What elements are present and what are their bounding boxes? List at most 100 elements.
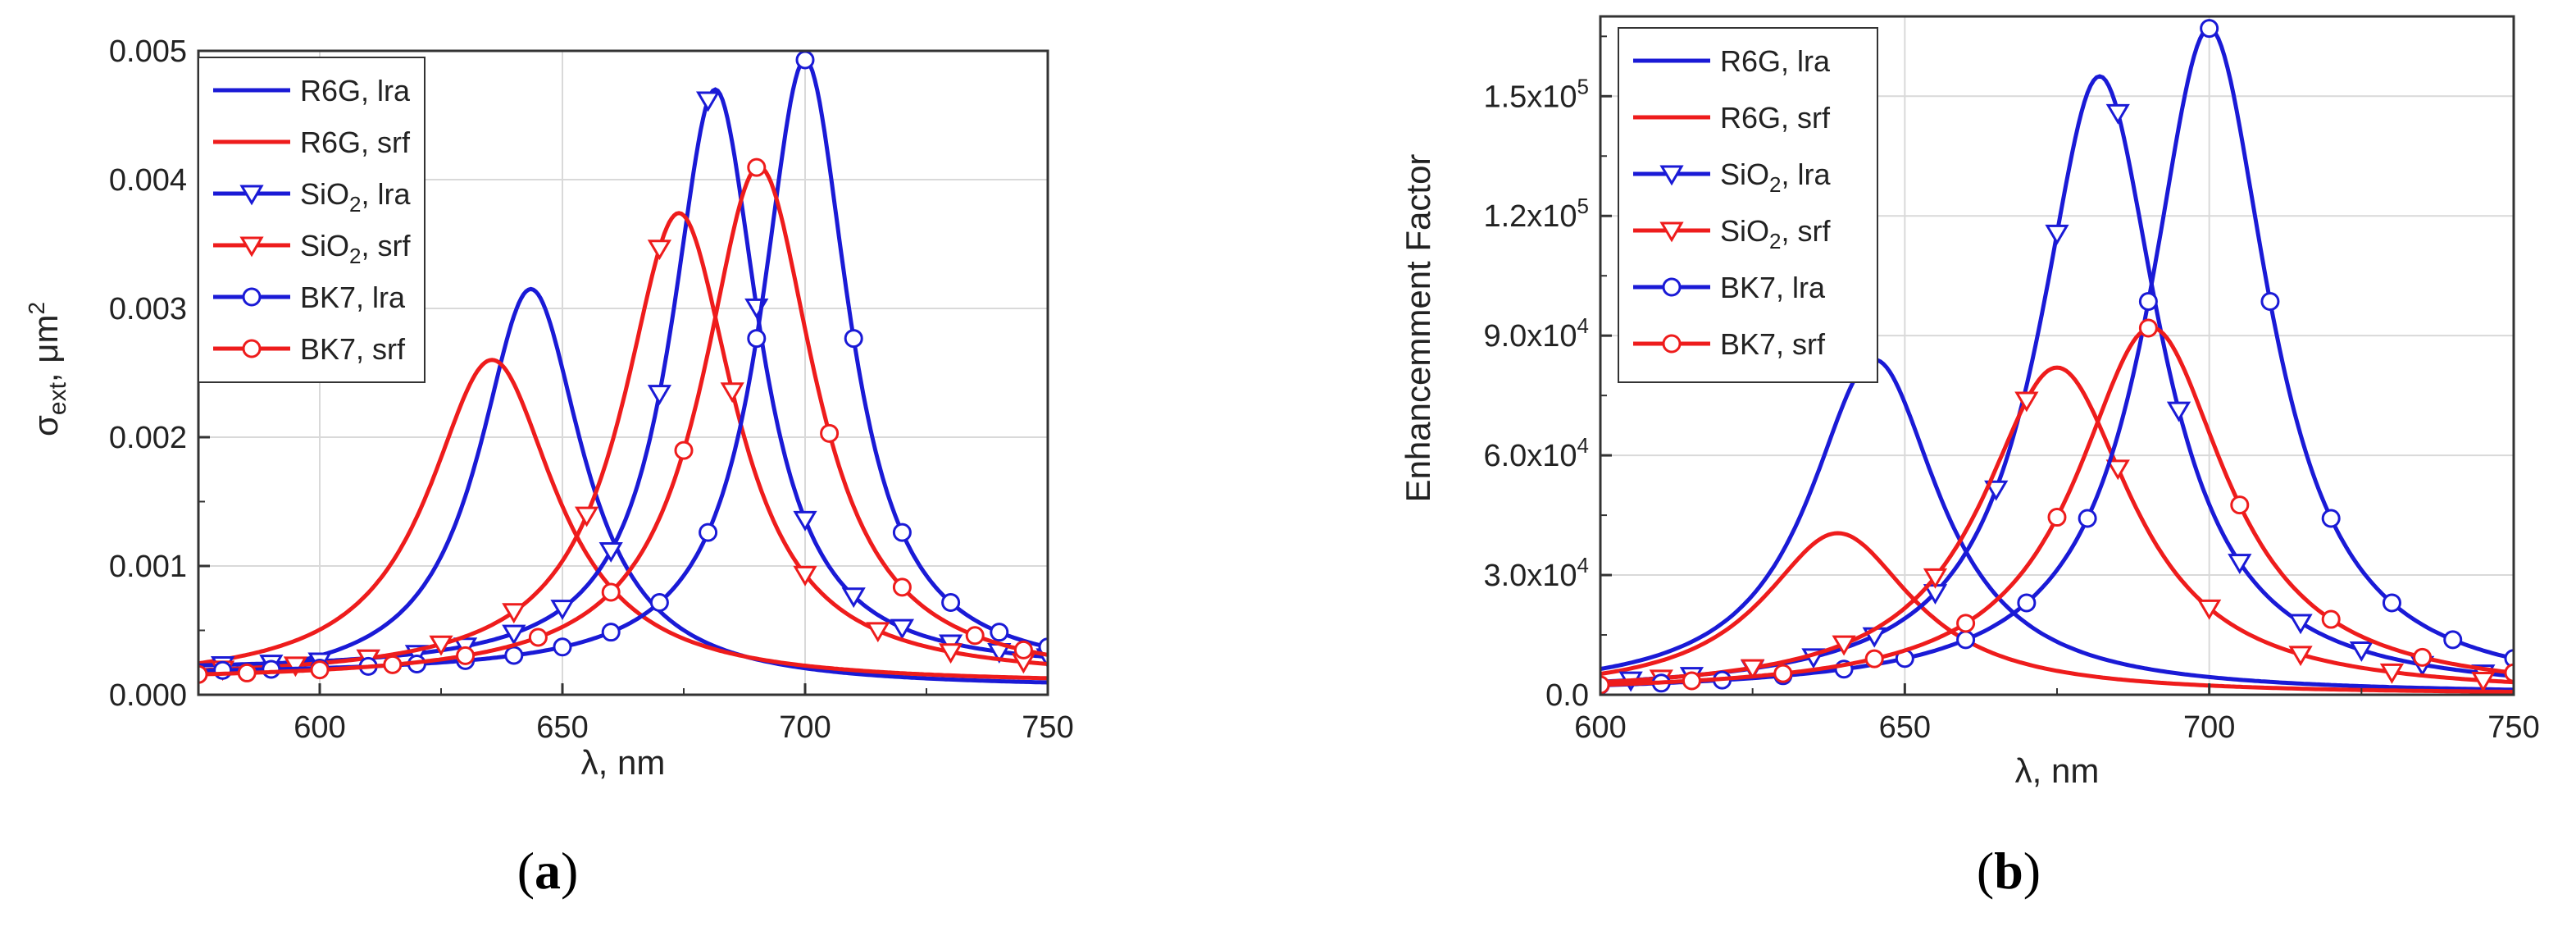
data-point-circle bbox=[2443, 630, 2463, 650]
x-axis-title: λ, nm bbox=[2015, 751, 2100, 790]
data-point-circle bbox=[456, 646, 476, 665]
legend-marker-circle bbox=[1662, 277, 1682, 297]
y-tick-label: 1.5x105 bbox=[1483, 74, 1589, 114]
legend-label: R6G, srf bbox=[1720, 101, 1831, 135]
data-point-circle bbox=[2200, 19, 2219, 39]
data-point-circle bbox=[2138, 292, 2158, 312]
legend-marker-circle bbox=[242, 287, 262, 307]
y-tick-label: 3.0x104 bbox=[1483, 553, 1589, 593]
data-point-circle bbox=[1682, 671, 1701, 691]
data-point-circle bbox=[2078, 509, 2097, 528]
data-point-triangle bbox=[2471, 671, 2496, 692]
data-point-circle bbox=[213, 660, 233, 680]
legend-label: R6G, srf bbox=[300, 126, 411, 159]
data-point-circle bbox=[2017, 593, 2037, 613]
data-point-circle bbox=[2382, 593, 2401, 613]
series-line-r6g-lra bbox=[198, 286, 1048, 685]
legend-label: BK7, srf bbox=[1720, 327, 1826, 361]
y-tick-label: 0.001 bbox=[109, 550, 187, 584]
legend-label: SiO2, srf bbox=[1720, 214, 1831, 253]
legend: R6G, lra R6G, srf SiO2, lra SiO2, srf BK7, l… bbox=[198, 57, 426, 383]
data-point-triangle bbox=[2105, 459, 2130, 481]
x-tick-label: 600 bbox=[294, 710, 345, 745]
data-point-circle bbox=[1956, 630, 1976, 650]
data-point-circle bbox=[2047, 508, 2067, 527]
data-point-circle bbox=[1013, 640, 1033, 659]
data-point-triangle bbox=[647, 385, 672, 406]
y-tick-label: 0.0 bbox=[1545, 678, 1589, 713]
x-axis-title: λ, nm bbox=[581, 743, 666, 782]
data-point-circle bbox=[649, 593, 669, 613]
legend-marker-triangle bbox=[1659, 221, 1684, 243]
data-point-circle bbox=[674, 440, 694, 460]
legend-label: SiO2, lra bbox=[300, 177, 411, 217]
x-tick-label: 700 bbox=[2183, 710, 2235, 745]
legend-label: BK7, lra bbox=[300, 281, 406, 314]
x-tick-label: 650 bbox=[536, 710, 588, 745]
data-point-triangle bbox=[2349, 641, 2373, 662]
series-line-r6g-srf bbox=[198, 358, 1048, 681]
series-line-sio2-srf bbox=[198, 211, 1048, 673]
legend-marker-triangle bbox=[239, 185, 264, 206]
data-point-circle bbox=[1038, 637, 1048, 657]
data-point-triangle bbox=[938, 643, 963, 664]
x-tick-label: 750 bbox=[2487, 710, 2539, 745]
data-point-triangle bbox=[866, 622, 890, 643]
data-point-circle bbox=[528, 628, 548, 647]
data-point-circle bbox=[795, 51, 815, 70]
data-point-triangle bbox=[647, 240, 672, 261]
y-tick-label: 0.003 bbox=[109, 292, 187, 326]
data-point-circle bbox=[990, 623, 1009, 642]
data-point-circle bbox=[2230, 495, 2250, 515]
y-tick-label: 9.0x104 bbox=[1483, 313, 1589, 354]
data-point-triangle bbox=[1984, 480, 2009, 501]
data-point-circle bbox=[2138, 318, 2158, 338]
panel-b-chart: 600 650 700 750 0.0 3.0x104 6.0x104 9.0x104 1.2x… bbox=[1399, 15, 2540, 900]
data-point-triangle bbox=[550, 600, 575, 620]
data-point-triangle bbox=[2014, 391, 2039, 413]
panel-label: (b) bbox=[1977, 842, 2041, 900]
y-tick-label: 0.005 bbox=[109, 34, 187, 69]
data-point-triangle bbox=[2288, 646, 2313, 667]
panel-label: (a) bbox=[517, 842, 579, 900]
data-point-circle bbox=[844, 329, 863, 349]
data-point-circle bbox=[198, 664, 208, 684]
data-point-circle bbox=[601, 582, 621, 602]
y-tick-label: 0.000 bbox=[109, 678, 187, 713]
data-point-circle bbox=[2321, 609, 2341, 629]
legend-label: R6G, lra bbox=[1720, 44, 1831, 78]
data-point-triangle bbox=[574, 506, 599, 527]
y-tick-label: 6.0x104 bbox=[1483, 433, 1589, 473]
data-point-triangle bbox=[2166, 401, 2191, 422]
data-point-triangle bbox=[598, 542, 623, 563]
y-axis-title: Enhancemment Factor bbox=[1399, 154, 1437, 503]
data-point-circle bbox=[504, 646, 524, 665]
data-point-circle bbox=[965, 626, 985, 646]
data-point-circle bbox=[601, 623, 621, 642]
plot-area bbox=[198, 51, 1048, 685]
legend-marker-circle bbox=[242, 339, 262, 358]
legend-marker-circle bbox=[1662, 334, 1682, 354]
data-point-circle bbox=[747, 157, 767, 177]
data-point-circle bbox=[1956, 614, 1976, 633]
y-axis-title: σext, μm2 bbox=[24, 302, 71, 436]
legend-label: R6G, lra bbox=[300, 74, 411, 107]
data-point-triangle bbox=[2379, 663, 2405, 684]
legend-label: SiO2, srf bbox=[300, 229, 411, 268]
y-tick-label: 0.002 bbox=[109, 421, 187, 455]
legend-box bbox=[1618, 27, 1878, 383]
data-point-circle bbox=[1864, 649, 1884, 669]
data-point-circle bbox=[2321, 509, 2341, 528]
legend-label: BK7, srf bbox=[300, 332, 406, 366]
data-point-triangle bbox=[283, 656, 308, 678]
legend-marker-triangle bbox=[239, 236, 264, 258]
data-point-triangle bbox=[793, 510, 817, 532]
legend-box bbox=[198, 57, 426, 383]
data-point-triangle bbox=[1741, 659, 1765, 680]
x-tick-label: 600 bbox=[1574, 710, 1626, 745]
data-point-triangle bbox=[1923, 568, 1948, 589]
data-point-triangle bbox=[695, 91, 721, 112]
data-point-triangle bbox=[2228, 554, 2252, 575]
y-tick-label: 0.004 bbox=[109, 163, 187, 198]
data-point-circle bbox=[553, 637, 572, 657]
